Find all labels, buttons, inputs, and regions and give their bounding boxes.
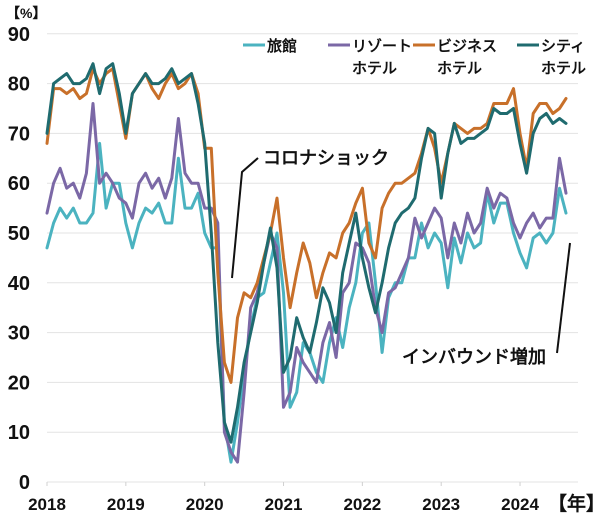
x-axis-ticks: 2018 2019 2020 2021 2022 2023 2024 <box>28 482 539 514</box>
legend-label: ホテル <box>541 59 586 77</box>
gridlines <box>47 33 578 483</box>
annotation-leader-line <box>231 157 259 279</box>
series-line-2 <box>45 67 568 384</box>
series-line-1 <box>45 102 568 464</box>
x-tick-label: 2022 <box>343 495 381 514</box>
y-tick-label: 70 <box>8 123 30 145</box>
y-tick-label: 50 <box>8 223 30 245</box>
legend-label: 旅館 <box>267 37 297 55</box>
x-tick-label: 2019 <box>107 495 145 514</box>
x-tick-label: 2020 <box>186 495 224 514</box>
annotation-inbound-increase: インバウンド増加 <box>402 242 571 368</box>
legend-item: 旅館 <box>243 37 297 55</box>
y-axis-ticks: 0 10 20 30 40 50 60 70 80 90 <box>8 24 30 494</box>
y-tick-label: 60 <box>8 173 30 195</box>
annotation-leader-line <box>556 242 571 354</box>
x-tick-label: 2018 <box>28 495 66 514</box>
legend-label: ホテル <box>437 59 482 77</box>
annotation-corona-shock: コロナショック <box>231 148 389 279</box>
y-tick-label: 40 <box>8 273 30 295</box>
legend-label: リゾート <box>352 37 412 55</box>
x-tick-label: 2023 <box>422 495 460 514</box>
x-tick-label: 2021 <box>265 495 303 514</box>
legend-label: ホテル <box>352 59 397 77</box>
y-tick-label: 20 <box>8 372 30 394</box>
annotation-text: コロナショック <box>263 148 389 169</box>
y-tick-label: 30 <box>8 323 30 345</box>
x-axis-unit: 【年】 <box>548 492 600 515</box>
legend-label: ビジネス <box>437 37 497 55</box>
series-lines <box>45 62 568 464</box>
y-tick-label: 90 <box>8 24 30 46</box>
x-tick-label: 2024 <box>501 495 539 514</box>
y-axis-unit: 【%】 <box>6 5 46 21</box>
legend-label: シティ <box>541 37 585 55</box>
y-tick-label: 0 <box>19 472 30 494</box>
y-tick-label: 10 <box>8 422 30 444</box>
y-tick-label: 80 <box>8 74 30 96</box>
series-line-3 <box>45 62 568 444</box>
annotation-text: インバウンド増加 <box>402 346 546 368</box>
